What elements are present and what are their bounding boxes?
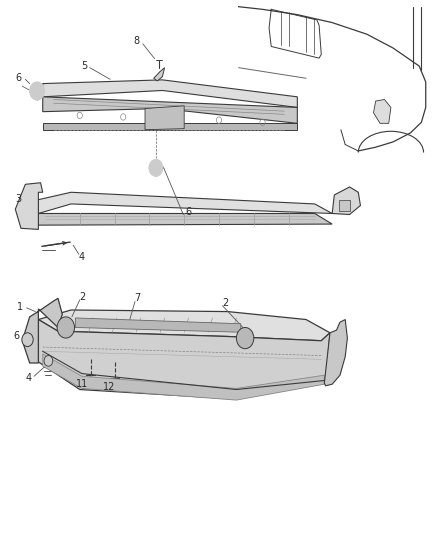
Polygon shape (75, 318, 241, 332)
Circle shape (44, 356, 53, 366)
Polygon shape (39, 192, 332, 214)
Text: 11: 11 (76, 379, 88, 389)
Text: 2: 2 (223, 297, 229, 308)
Polygon shape (43, 123, 297, 130)
Polygon shape (332, 187, 360, 215)
Text: 6: 6 (16, 73, 22, 83)
Circle shape (237, 327, 254, 349)
Text: 4: 4 (25, 373, 32, 383)
Polygon shape (374, 100, 391, 123)
Polygon shape (39, 214, 332, 225)
Polygon shape (339, 200, 350, 211)
Circle shape (22, 333, 33, 346)
Polygon shape (154, 68, 165, 81)
Polygon shape (43, 354, 324, 400)
Text: 6: 6 (185, 207, 191, 217)
Text: 7: 7 (134, 293, 141, 303)
Circle shape (30, 82, 45, 100)
Polygon shape (15, 183, 43, 229)
Circle shape (149, 159, 163, 176)
Text: 1: 1 (17, 302, 23, 312)
Polygon shape (324, 319, 347, 386)
Polygon shape (39, 310, 330, 341)
Text: 2: 2 (79, 292, 85, 302)
Polygon shape (43, 97, 297, 123)
Polygon shape (39, 319, 330, 399)
Text: 6: 6 (14, 332, 20, 342)
Text: 4: 4 (79, 253, 85, 262)
Text: 12: 12 (103, 382, 116, 392)
Text: 8: 8 (133, 36, 139, 46)
Text: 5: 5 (81, 61, 87, 71)
Polygon shape (43, 80, 297, 108)
Polygon shape (145, 106, 184, 130)
Circle shape (57, 317, 74, 338)
Polygon shape (22, 298, 62, 363)
Text: 3: 3 (16, 193, 22, 204)
